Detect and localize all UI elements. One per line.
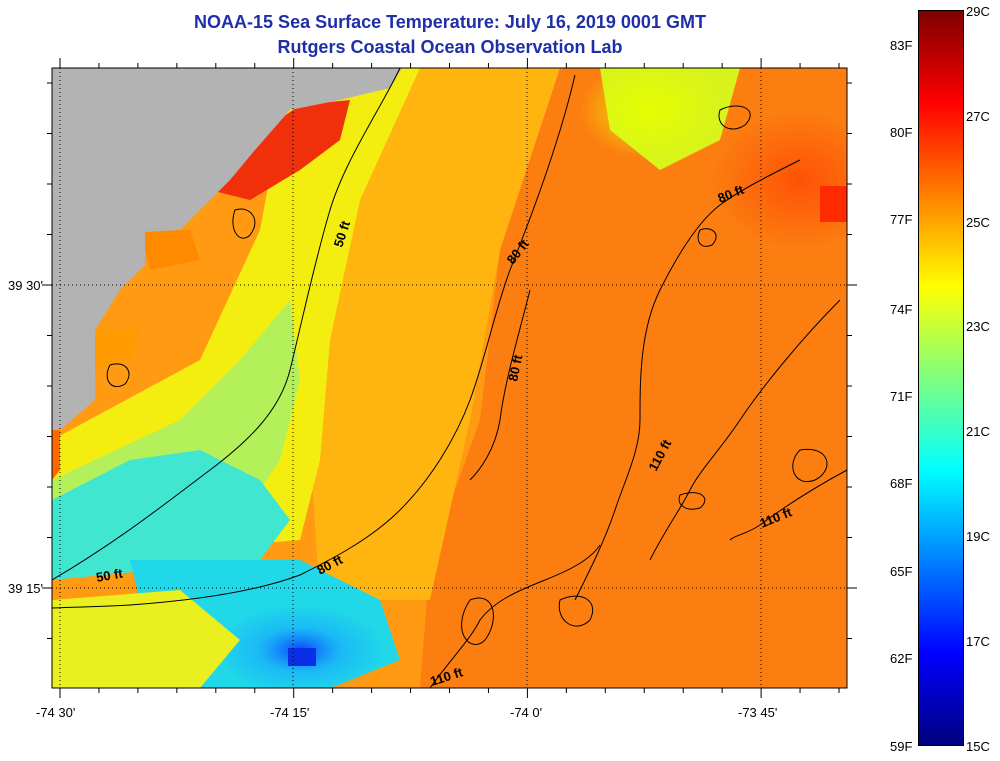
colorbar-f-label: 62F	[890, 651, 913, 666]
colorbar-c-label: 19C	[966, 529, 990, 544]
axis-ticks	[42, 58, 857, 698]
lon-label: -74 15'	[270, 705, 310, 720]
lat-label: 39 15'	[8, 581, 44, 596]
temperature-field	[52, 68, 847, 688]
lon-label: -74 0'	[510, 705, 543, 720]
colorbar-c-label: 23C	[966, 319, 990, 334]
colorbar-f-label: 71F	[890, 389, 913, 404]
colorbar-c-label: 29C	[966, 4, 990, 19]
contour-label: 80 ft	[505, 353, 525, 383]
contour-label: 50 ft	[95, 565, 125, 585]
colorbar-f-label: 68F	[890, 476, 913, 491]
colorbar-f-label: 77F	[890, 212, 913, 227]
lon-label: -74 30'	[36, 705, 76, 720]
colorbar-f-label: 83F	[890, 38, 913, 53]
colorbar-f-label: 65F	[890, 564, 913, 579]
colorbar-c-label: 17C	[966, 634, 990, 649]
lat-label: 39 30'	[8, 278, 44, 293]
colorbar-c-label: 15C	[966, 739, 990, 754]
colorbar-f-label: 74F	[890, 302, 913, 317]
colorbar-c-label: 25C	[966, 215, 990, 230]
chart-title: NOAA-15 Sea Surface Temperature: July 16…	[194, 12, 706, 32]
depth-contours	[52, 68, 847, 688]
colorbar-f-label: 80F	[890, 125, 913, 140]
colorbar-c-label: 21C	[966, 424, 990, 439]
graticule	[52, 68, 847, 688]
colorbar-f-label: 59F	[890, 739, 913, 754]
chart-subtitle: Rutgers Coastal Ocean Observation Lab	[277, 37, 623, 57]
colorbar-c-label: 27C	[966, 109, 990, 124]
lon-label: -73 45'	[738, 705, 778, 720]
temperature-colorbar	[918, 10, 964, 746]
